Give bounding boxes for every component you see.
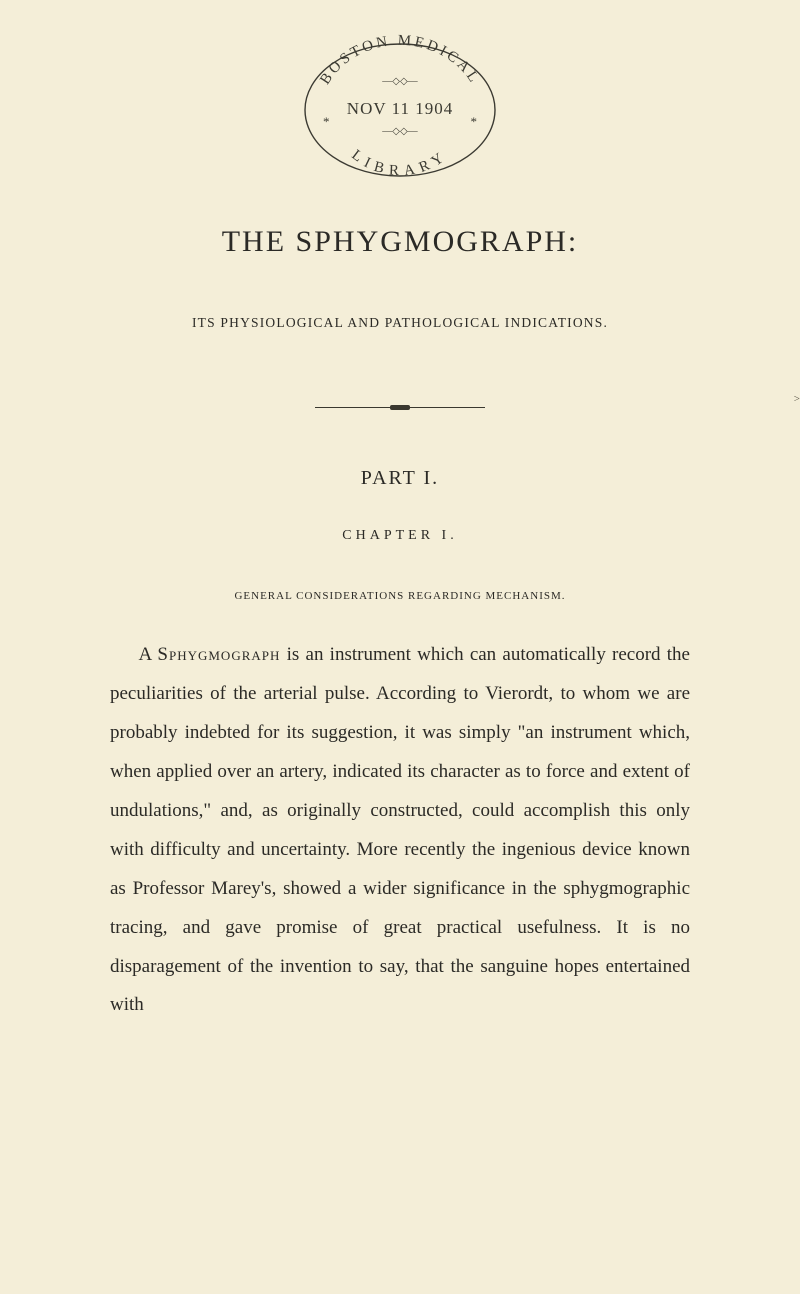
stamp-svg: BOSTON MEDICAL —◇◇— NOV 11 1904 * * —◇◇—…	[295, 30, 505, 180]
page-subtitle: ITS PHYSIOLOGICAL AND PATHOLOGICAL INDIC…	[110, 315, 690, 331]
stamp-date: NOV 11 1904	[347, 99, 453, 118]
lead-smallcaps: Sphygmograph	[157, 644, 280, 665]
svg-text:LIBRARY: LIBRARY	[348, 147, 451, 179]
library-stamp: BOSTON MEDICAL —◇◇— NOV 11 1904 * * —◇◇—…	[110, 30, 690, 185]
stamp-bottom-arc: LIBRARY	[348, 147, 451, 179]
chapter-heading: CHAPTER I.	[110, 528, 690, 544]
part-heading: PART I.	[110, 467, 690, 490]
stamp-ornament-top: —◇◇—	[381, 76, 418, 87]
horizontal-rule: ˃	[110, 395, 690, 413]
stamp-star-right: *	[471, 114, 478, 129]
body-paragraph: A Sphygmograph is an instrument which ca…	[110, 636, 690, 1025]
margin-mark: ˃	[794, 393, 800, 405]
scanned-page: BOSTON MEDICAL —◇◇— NOV 11 1904 * * —◇◇—…	[0, 0, 800, 1294]
page-title: THE SPHYGMOGRAPH:	[110, 225, 690, 259]
stamp-star-left: *	[323, 114, 330, 129]
section-heading: GENERAL CONSIDERATIONS REGARDING MECHANI…	[110, 590, 690, 602]
stamp-ornament-bottom: —◇◇—	[381, 126, 418, 137]
